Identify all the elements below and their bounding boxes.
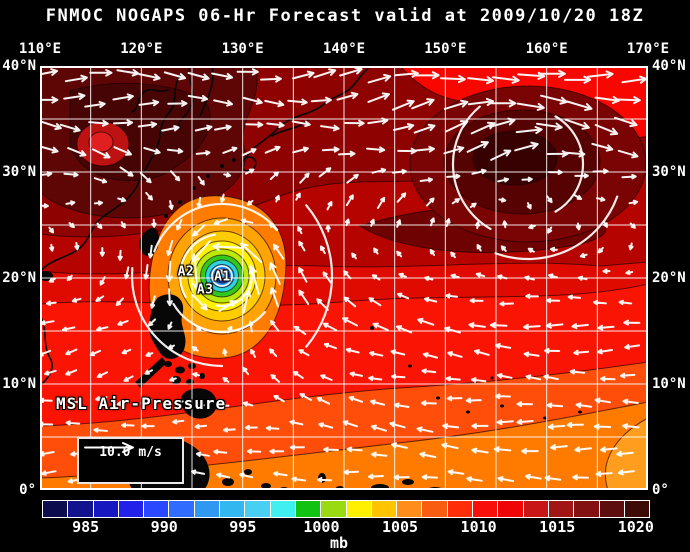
lat-label-left-10n: 10°N (2, 376, 36, 392)
colorbar-segment-3 (118, 501, 145, 517)
colorbar-label-985: 985 (72, 518, 100, 536)
colorbar-unit: mb (329, 534, 349, 552)
colorbar-segment-13 (371, 501, 398, 517)
lon-label-120e: 120°E (120, 41, 163, 57)
lat-label-right-10n: 10°N (652, 376, 686, 392)
colorbar-label-1020: 1020 (617, 518, 654, 536)
colorbar-segment-9 (270, 501, 296, 517)
wind-scale-arrow-icon (84, 442, 134, 453)
colorbar-segment-19 (523, 501, 549, 517)
colorbar-segment-2 (93, 501, 119, 517)
colorbar-segment-12 (346, 501, 372, 517)
colorbar-label-1005: 1005 (381, 518, 419, 536)
lon-label-130e: 130°E (221, 41, 264, 57)
lat-label-left-40n: 40°N (2, 58, 36, 74)
pressure-wind-field-svg (40, 66, 648, 490)
lon-label-160e: 160°E (525, 41, 568, 57)
lon-label-170e: 170°E (626, 41, 670, 57)
storm-marker-a3: A3 (196, 282, 214, 298)
lat-label-left-20n: 20°N (2, 270, 36, 286)
colorbar-label-990: 990 (150, 518, 178, 536)
colorbar-segment-21 (574, 501, 600, 517)
colorbar-segment-15 (422, 501, 448, 517)
page-title: FNMOC NOGAPS 06-Hr Forecast valid at 200… (45, 6, 645, 26)
lat-label-right-30n: 30°N (652, 164, 686, 180)
lat-label-right-40n: 40°N (652, 58, 686, 74)
colorbar-segment-14 (397, 501, 423, 517)
lat-label-left-0n: 0° (19, 482, 36, 498)
lat-label-left-30n: 30°N (2, 164, 36, 180)
colorbar-segment-20 (548, 501, 575, 517)
colorbar-segment-4 (144, 501, 170, 517)
colorbar-segment-0 (43, 501, 69, 517)
colorbar-segment-6 (194, 501, 221, 517)
colorbar-segment-7 (220, 501, 246, 517)
colorbar-segment-17 (473, 501, 499, 517)
lon-label-140e: 140°E (322, 41, 366, 57)
lat-label-right-20n: 20°N (652, 270, 686, 286)
colorbar-segment-16 (447, 501, 474, 517)
colorbar-segment-1 (68, 501, 94, 517)
colorbar-segment-22 (599, 501, 625, 517)
colorbar-label-1000: 1000 (303, 518, 340, 536)
colorbar-segment-5 (169, 501, 195, 517)
storm-marker-a2: A2 (177, 264, 195, 280)
colorbar-label-1010: 1010 (460, 518, 497, 536)
storm-marker-a1: A1 (214, 269, 231, 285)
colorbar-segment-11 (321, 501, 347, 517)
pressure-colorbar (42, 500, 650, 518)
wind-scale-label: 10.0 m/s (99, 445, 162, 460)
lon-label-150e: 150°E (424, 41, 467, 57)
lon-label-110e: 110°E (18, 41, 62, 57)
colorbar-segment-10 (295, 501, 322, 517)
colorbar-segment-18 (498, 501, 524, 517)
field-label: MSL Air-Pressure (56, 394, 227, 413)
map-canvas: MSL Air-Pressure 10.0 m/s A1 A2 A3 (40, 66, 648, 490)
wind-scale-legend: 10.0 m/s (77, 437, 184, 484)
colorbar-label-995: 995 (229, 518, 257, 536)
colorbar-segment-23 (624, 501, 650, 517)
colorbar-segment-8 (245, 501, 271, 517)
colorbar-label-1015: 1015 (539, 518, 576, 536)
lat-label-right-0n: 0° (652, 482, 669, 498)
